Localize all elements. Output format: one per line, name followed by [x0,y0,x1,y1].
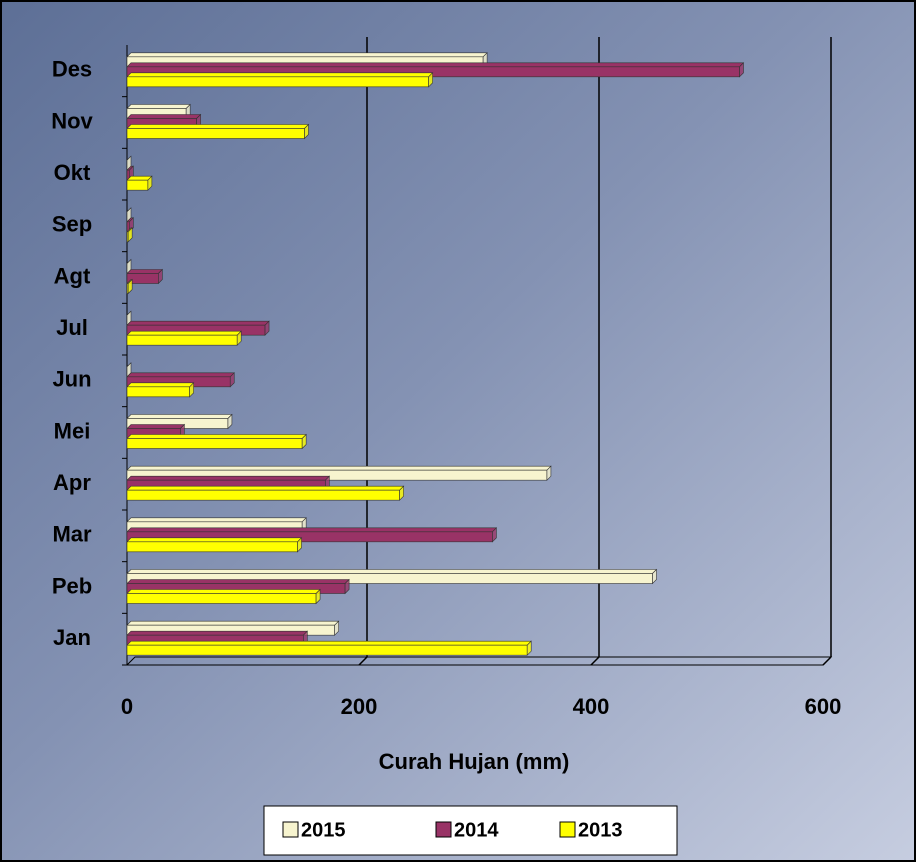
bar-side [301,433,307,450]
bar [126,386,190,398]
legend-label: 2015 [301,819,346,841]
y-tick-label: Peb [52,573,92,598]
x-axis-title: Curah Hujan (mm) [379,749,570,774]
bar-top [126,434,307,439]
legend-label: 2013 [578,819,623,841]
bar-side [652,568,657,585]
bar-side [315,588,321,605]
bar-side [526,640,532,656]
bar-top [126,620,340,626]
bar-top [126,569,658,574]
bar-top [126,424,186,429]
bar-side [739,62,744,78]
legend-box [263,805,678,856]
bar-side [492,527,497,543]
bar-side [399,485,404,501]
bar-side [264,320,270,336]
x-tick-label: 600 [805,694,842,719]
bar [126,644,528,656]
bar [126,179,149,191]
bar [126,438,303,449]
bar [126,489,400,501]
bar-side [127,227,133,243]
bar-side [158,268,163,285]
bar-top [126,517,307,523]
bar-side [127,278,133,295]
bar [126,593,317,604]
bar-top [126,72,434,78]
y-tick-label: Jan [53,625,91,650]
bar-top [126,589,321,594]
legend-label: 2014 [454,819,499,841]
grid-depth [590,656,600,666]
bar-top [126,465,552,471]
x-tick-label: 200 [341,694,378,719]
bar-top [126,527,498,533]
bar [126,128,305,139]
bar-side [344,578,350,595]
bar [126,76,429,88]
bar-top [126,104,191,109]
y-tick-label: Nov [51,108,93,133]
y-tick-label: Jul [56,315,88,340]
bar-top [126,114,202,119]
bar-top [126,62,745,68]
bar-side [229,372,235,388]
bar-top [126,640,532,646]
bar-top [126,630,309,636]
bar-side [297,537,302,553]
bar-top [126,269,164,274]
bar-top [126,52,488,58]
bar-top [126,320,270,326]
bar [126,541,298,553]
x-tick-label: 400 [573,694,610,719]
y-tick-label: Agt [54,263,91,288]
y-tick-label: Okt [54,160,91,185]
bar-top [126,330,242,336]
bar-side [304,123,309,140]
legend-swatch [282,821,299,838]
bar-top [126,475,331,481]
legend-swatch [559,821,576,838]
bar [126,334,238,346]
bar-side [546,465,552,481]
y-tick-label: Sep [52,212,92,237]
y-tick-label: Apr [53,470,91,495]
bar-side [428,72,433,88]
bar-side [147,175,153,191]
y-tick-label: Mei [54,418,91,443]
grid-depth [822,656,832,666]
legend-swatch [435,821,452,838]
bar-side [227,413,233,430]
bar-top [126,485,405,491]
y-tick-label: Des [52,57,92,82]
bar-top [126,372,235,378]
bar-side [189,382,194,398]
bar-top [126,414,233,419]
bar-top [126,124,310,129]
bar-top [126,537,303,543]
bar-top [126,579,350,584]
y-tick-label: Mar [52,522,92,547]
bar-side [334,620,339,636]
grid-depth [358,656,368,666]
bar-top [126,382,195,388]
x-tick-label: 0 [121,694,133,719]
y-tick-label: Jun [52,367,91,392]
bar-side [236,330,242,346]
